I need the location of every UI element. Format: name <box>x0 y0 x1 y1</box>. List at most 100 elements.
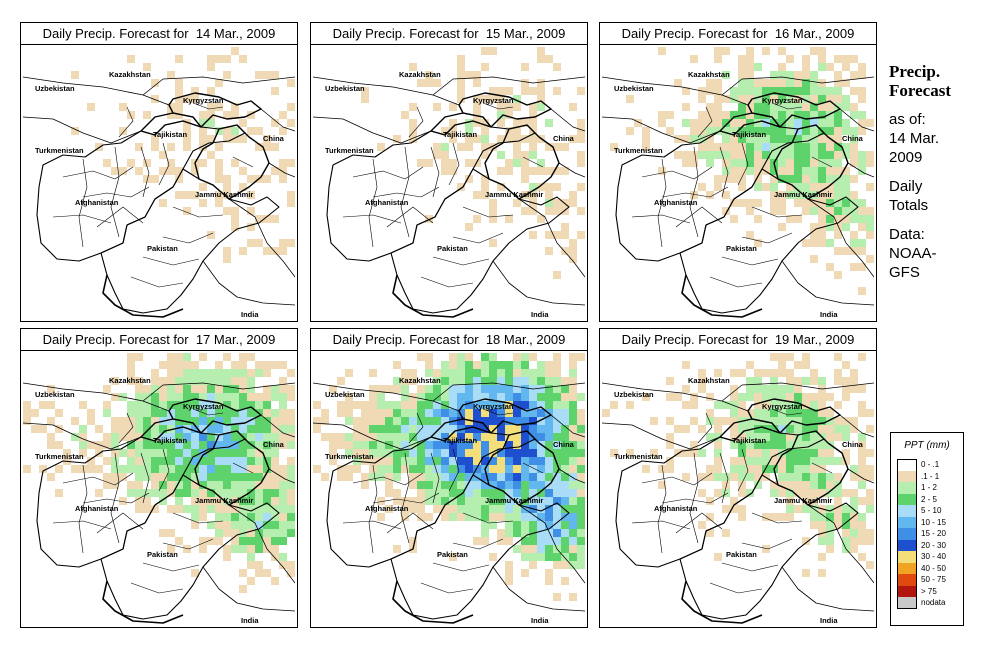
country-border <box>313 382 460 412</box>
legend-item: 20 - 30 <box>891 539 963 551</box>
precip-cells <box>71 47 295 263</box>
province-border <box>232 462 254 474</box>
province-border <box>172 206 224 218</box>
legend-range-label: 40 - 50 <box>921 563 946 573</box>
map-label-jammu-kashmir: Jammu Kashmir <box>195 190 253 199</box>
province-border <box>709 582 763 594</box>
map-label-india: India <box>241 616 259 625</box>
province-border <box>372 186 440 198</box>
province-border <box>386 206 434 228</box>
legend-swatch <box>897 539 917 551</box>
map-label-kyrgyzstan: Kyrgyzstan <box>183 402 224 411</box>
map-label-tajikistan: Tajikistan <box>443 130 477 139</box>
legend-swatch <box>897 505 917 517</box>
panel-title: Daily Precip. Forecast for 15 Mar., 2009 <box>311 23 587 45</box>
map-label-kazakhstan: Kazakhstan <box>688 70 730 79</box>
country-border <box>492 260 585 306</box>
map-label-turkmenistan: Turkmenistan <box>35 146 84 155</box>
forecast-panel-mar16: Daily Precip. Forecast for 16 Mar., 2009… <box>599 22 877 322</box>
country-border <box>23 422 142 450</box>
province-border <box>741 232 793 244</box>
jammu-kashmir-border <box>484 124 560 200</box>
map-label-uzbekistan: Uzbekistan <box>614 84 654 93</box>
forecast-panel-mar14: Daily Precip. Forecast for 14 Mar., 2009… <box>20 22 298 322</box>
asof-label: as of: <box>889 111 926 128</box>
map-label-china: China <box>553 134 575 143</box>
map-label-kyrgyzstan: Kyrgyzstan <box>762 96 803 105</box>
province-border <box>452 538 504 550</box>
province-border <box>737 142 749 186</box>
map-label-jammu-kashmir: Jammu Kashmir <box>774 496 832 505</box>
province-border <box>448 448 460 492</box>
legend-swatch <box>897 459 917 471</box>
legend-swatch <box>897 493 917 505</box>
province-border <box>52 214 112 224</box>
province-border <box>657 158 667 248</box>
legend-range-label: 1 - 2 <box>921 483 938 493</box>
map-label-pakistan: Pakistan <box>147 550 178 559</box>
country-border <box>23 116 142 144</box>
country-border <box>721 76 874 96</box>
province-border <box>661 186 729 198</box>
province-border <box>721 256 779 266</box>
kyrgyzstan-border <box>168 92 262 128</box>
country-border <box>518 504 585 584</box>
province-border <box>771 408 803 416</box>
province-border <box>641 166 713 180</box>
country-border <box>839 414 874 438</box>
panel-title: Daily Precip. Forecast for 17 Mar., 2009 <box>21 329 297 351</box>
province-border <box>751 512 803 524</box>
province-border <box>342 214 402 224</box>
map-label-kazakhstan: Kazakhstan <box>399 70 441 79</box>
country-border <box>839 108 874 132</box>
precip-map-svg: Uzbekistan Kazakhstan Kyrgyzstan Tajikistan… <box>602 353 874 625</box>
precip-map: Uzbekistan Kazakhstan Kyrgyzstan Tajikistan… <box>602 353 874 627</box>
province-border <box>158 448 170 492</box>
province-border <box>162 538 214 550</box>
map-label-china: China <box>263 440 285 449</box>
precip-map-svg: Uzbekistan Kazakhstan Kyrgyzstan Tajikistan… <box>23 47 295 319</box>
province-border <box>400 452 410 544</box>
map-label-tajikistan: Tajikistan <box>443 436 477 445</box>
legend-item: 40 - 50 <box>891 562 963 574</box>
legend-title: PPT (mm) <box>904 440 950 451</box>
province-border <box>462 206 514 218</box>
country-border <box>847 468 874 484</box>
map-label-turkmenistan: Turkmenistan <box>614 146 663 155</box>
legend-range-label: 30 - 40 <box>921 552 946 562</box>
legend-swatch <box>897 597 917 609</box>
province-border <box>641 472 713 486</box>
province-border <box>78 464 88 554</box>
map-label-china: China <box>263 134 285 143</box>
legend-swatch <box>897 585 917 597</box>
coastline <box>102 580 184 624</box>
province-border <box>420 276 474 288</box>
province-border <box>140 146 150 198</box>
province-border <box>386 512 434 534</box>
legend-range-label: 10 - 15 <box>921 517 946 527</box>
legend-range-label: nodata <box>921 598 946 608</box>
province-border <box>657 464 667 554</box>
map-label-kazakhstan: Kazakhstan <box>109 376 151 385</box>
legend-item: nodata <box>891 597 963 609</box>
province-border <box>522 156 544 168</box>
province-border <box>737 448 749 492</box>
province-border <box>130 276 184 288</box>
coastline <box>681 580 763 624</box>
province-border <box>110 452 120 544</box>
province-border <box>352 166 424 180</box>
province-border <box>368 464 378 554</box>
precip-map: Uzbekistan Kazakhstan Kyrgyzstan Tajikistan… <box>23 353 295 627</box>
map-label-afghanistan: Afghanistan <box>365 504 409 513</box>
province-border <box>811 462 833 474</box>
asof-date-line2: 2009 <box>889 149 923 166</box>
province-border <box>452 232 504 244</box>
legend-swatch <box>897 470 917 482</box>
jammu-kashmir-border <box>194 124 270 200</box>
province-border <box>172 512 224 524</box>
panel-title: Daily Precip. Forecast for 14 Mar., 2009 <box>21 23 297 45</box>
map-label-kyrgyzstan: Kyrgyzstan <box>762 402 803 411</box>
province-border <box>82 186 150 198</box>
province-border <box>448 142 460 186</box>
